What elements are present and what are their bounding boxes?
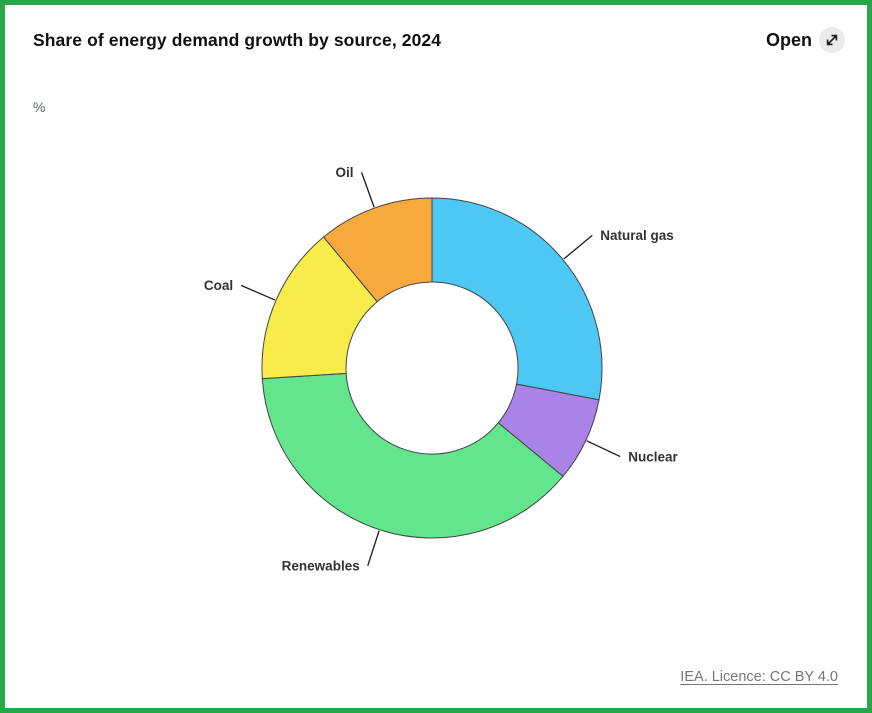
slice-label-coal: Coal [204,278,233,293]
leader-line-nuclear [586,440,621,458]
pie-slice-renewables[interactable] [261,372,564,539]
leader-line-oil [360,172,375,208]
licence-link[interactable]: IEA. Licence: CC BY 4.0 [680,669,838,685]
open-button-label: Open [765,29,812,50]
leader-line-natural-gas [563,234,593,260]
leader-line-renewables [367,530,380,567]
slice-label-oil: Oil [336,165,354,180]
slice-label-renewables: Renewables [282,559,360,574]
expand-icon [819,27,845,53]
leader-line-coal [240,284,276,301]
axis-unit-label: % [33,99,46,115]
slice-label-nuclear: Nuclear [628,449,678,464]
chart-title: Share of energy demand growth by source,… [33,29,442,50]
slice-label-natural-gas: Natural gas [600,228,674,243]
chart-header: Share of energy demand growth by source,… [33,27,845,53]
donut-chart: Natural gas Nuclear Renewables Coal Oil [204,165,679,574]
pie-slice-oil[interactable] [322,197,433,303]
pie-slice-natural-gas[interactable] [431,197,603,401]
open-button[interactable]: Open [766,27,845,53]
